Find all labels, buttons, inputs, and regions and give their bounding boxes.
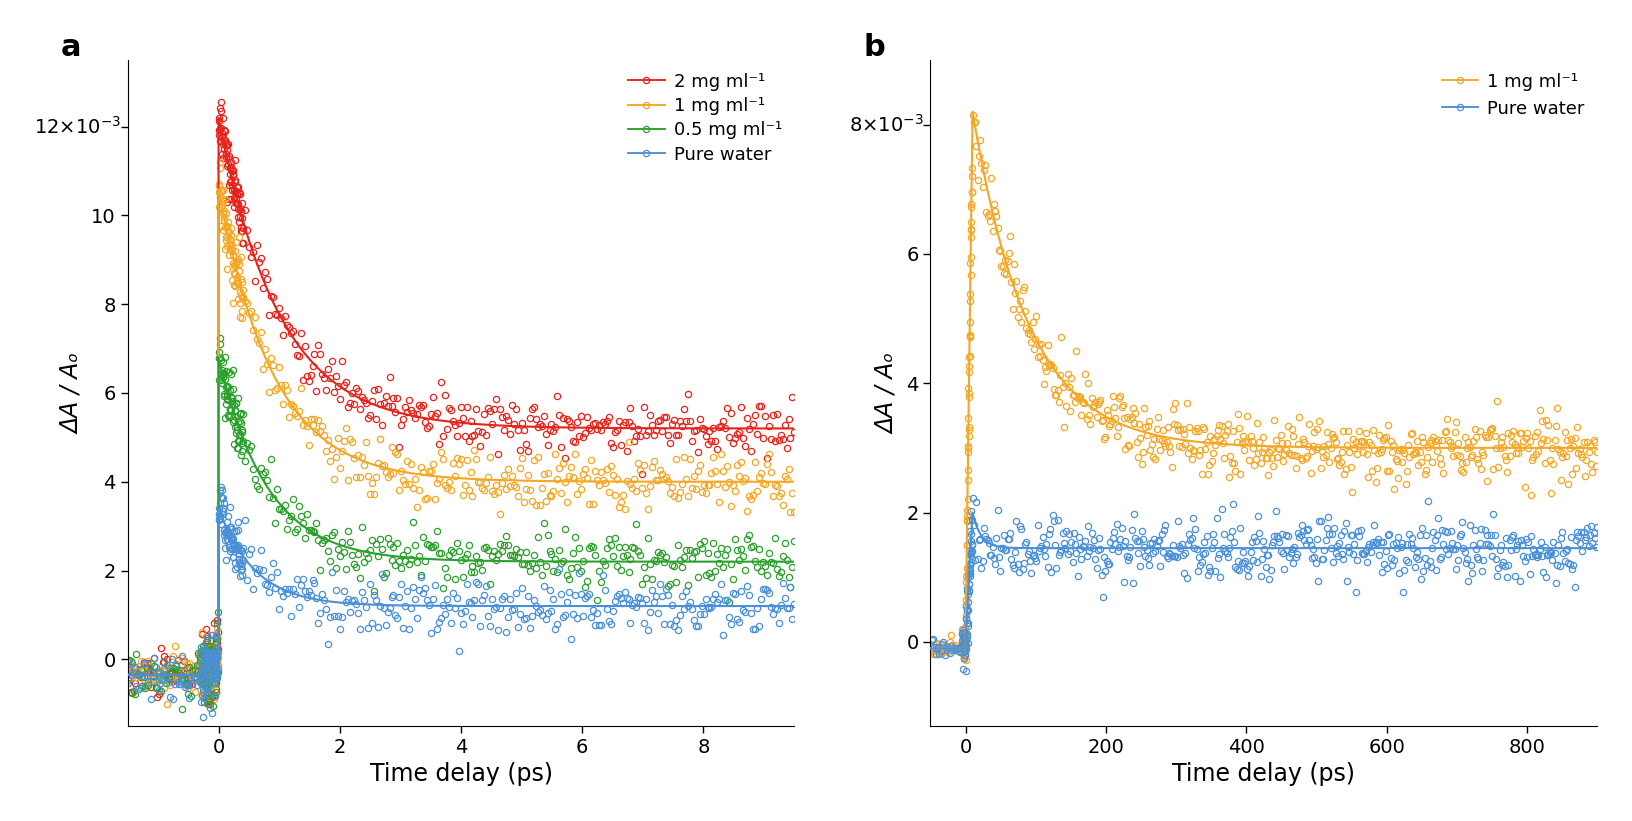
Y-axis label: ΔA / Aₒ: ΔA / Aₒ xyxy=(875,352,899,433)
Text: $12{\times}10^{-3}$: $12{\times}10^{-3}$ xyxy=(34,116,121,138)
Text: $8{\times}10^{-3}$: $8{\times}10^{-3}$ xyxy=(849,114,924,135)
Legend: 1 mg ml⁻¹, Pure water: 1 mg ml⁻¹, Pure water xyxy=(1435,66,1591,125)
Legend: 2 mg ml⁻¹, 1 mg ml⁻¹, 0.5 mg ml⁻¹, Pure water: 2 mg ml⁻¹, 1 mg ml⁻¹, 0.5 mg ml⁻¹, Pure … xyxy=(622,66,788,171)
X-axis label: Time delay (ps): Time delay (ps) xyxy=(1172,762,1355,787)
Y-axis label: ΔA / Aₒ: ΔA / Aₒ xyxy=(60,352,85,433)
X-axis label: Time delay (ps): Time delay (ps) xyxy=(369,762,553,787)
Text: a: a xyxy=(60,34,82,62)
Text: b: b xyxy=(863,34,886,62)
